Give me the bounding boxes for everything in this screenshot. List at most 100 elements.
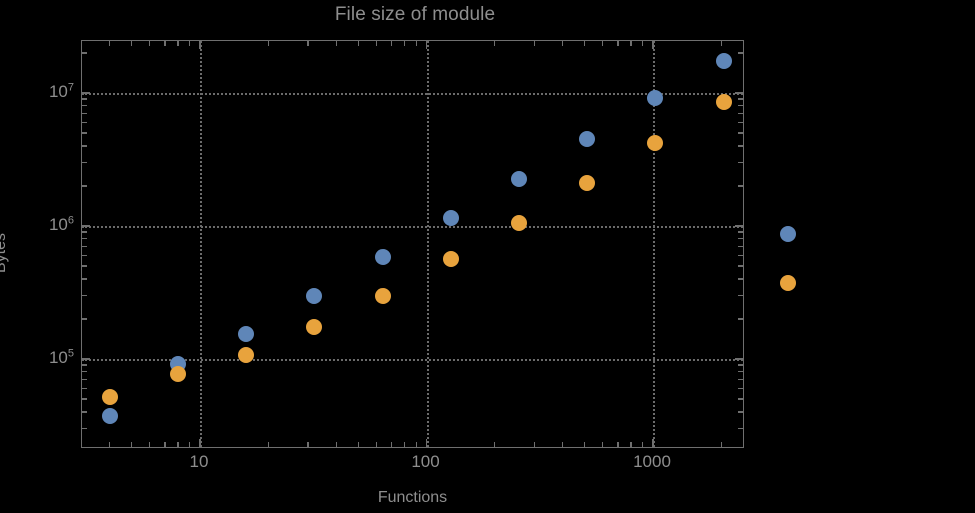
axis-tick-minor [82,371,87,373]
axis-tick-minor [494,41,496,46]
axis-tick-minor [617,41,619,46]
axis-tick-minor [562,41,564,46]
axis-tick-minor [738,371,743,373]
axis-tick-minor [415,442,417,447]
axis-tick-minor [738,113,743,115]
axis-tick-minor [357,442,359,447]
axis-tick-minor [738,379,743,381]
data-point [715,94,732,111]
axis-tick-minor [738,98,743,100]
axis-tick-minor [738,52,743,54]
axis-tick-minor [642,41,644,46]
legend-swatch [780,226,796,242]
data-point [374,249,391,266]
data-point [579,175,596,192]
axis-tick-minor [602,41,604,46]
axis-tick-minor [82,185,87,187]
axis-tick-minor [375,41,377,46]
axis-tick-minor [403,442,406,447]
data-point [101,388,118,405]
axis-tick-minor [738,318,743,320]
axis-tick-minor [602,442,604,447]
axis-tick-minor [164,41,166,46]
axis-tick-minor [82,387,87,390]
data-point [238,347,255,364]
x-axis-tick-labels: 10 100 1000 [81,452,744,482]
axis-tick-minor [630,442,632,447]
axis-tick-minor [177,41,179,46]
data-point [442,251,459,268]
axis-tick-major [199,41,201,49]
gridline-horizontal [82,359,743,361]
axis-tick-minor [738,387,743,390]
axis-tick-minor [533,442,536,447]
axis-tick-minor [738,294,743,297]
axis-tick-minor [82,161,87,164]
data-point [101,408,118,425]
axis-tick-minor [82,105,87,107]
axis-tick-minor [82,278,87,280]
axis-tick-minor [82,265,87,267]
x-axis-tick-label: 1000 [633,452,671,471]
axis-tick-minor [738,427,743,430]
axis-tick-minor [267,41,269,46]
data-point [510,214,527,231]
data-point [510,171,527,188]
axis-tick-minor [415,41,417,46]
axis-tick-minor [738,254,743,257]
axis-tick-major [425,439,428,447]
data-point [647,135,664,152]
axis-tick-minor [335,442,337,447]
axis-tick-minor [390,442,392,447]
axis-tick-minor [109,41,111,46]
axis-tick-major [735,358,743,360]
axis-tick-major [82,358,90,360]
axis-tick-minor [738,231,743,233]
chart-legend [744,40,975,448]
axis-tick-minor [738,398,743,400]
axis-tick-minor [738,238,743,240]
axis-tick-minor [189,442,191,447]
axis-tick-minor [82,411,87,413]
axis-tick-minor [131,41,133,46]
axis-tick-minor [82,379,87,381]
axis-tick-minor [738,132,743,134]
axis-tick-minor [164,442,166,447]
axis-tick-minor [738,364,743,366]
axis-tick-major [82,92,90,94]
axis-tick-minor [82,254,87,257]
axis-tick-minor [177,442,179,447]
axis-tick-minor [357,41,359,46]
y-axis-tick-label: 107 [48,81,74,101]
axis-tick-minor [82,238,87,240]
axis-tick-minor [630,41,632,46]
x-axis-tick-label: 100 [411,452,440,471]
plot-frame [81,40,744,448]
axis-tick-minor [738,246,743,248]
axis-tick-major [735,225,743,227]
axis-tick-minor [82,231,87,233]
data-point [715,52,732,69]
axis-tick-minor [738,278,743,280]
axis-tick-minor [738,161,743,164]
gridline-vertical [653,41,655,447]
axis-tick-minor [494,442,496,447]
axis-tick-minor [738,145,743,147]
axis-tick-minor [82,246,87,248]
axis-tick-minor [738,105,743,107]
axis-tick-minor [375,442,377,447]
data-point [306,318,323,335]
gridline-horizontal [82,226,743,228]
axis-tick-minor [82,364,87,366]
data-point [238,325,255,342]
axis-tick-major [652,439,654,447]
axis-tick-major [735,92,743,94]
axis-tick-major [199,439,201,447]
axis-tick-minor [82,294,87,297]
axis-tick-minor [720,41,722,46]
x-axis-title: Functions [377,489,448,506]
axis-tick-minor [562,442,564,447]
gridline-vertical [200,41,202,447]
gridline-vertical [426,41,429,447]
